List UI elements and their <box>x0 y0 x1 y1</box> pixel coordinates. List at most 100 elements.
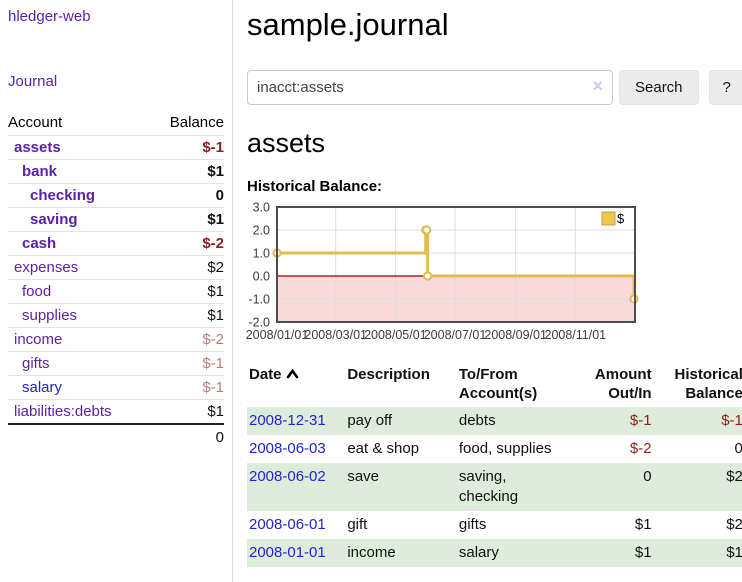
transaction-balance: $-1 <box>721 412 742 429</box>
account-link[interactable]: expenses <box>14 259 79 276</box>
sidebar: hledger-web Journal Account Balance asse… <box>0 0 233 582</box>
historical-balance-chart: -2.0 -1.0 0.0 1.0 2.0 3.0 2008/01/01 2008/03/01… <box>241 201 742 349</box>
account-balance: $1 <box>149 303 224 328</box>
transaction-description: income <box>347 544 396 561</box>
account-link[interactable]: saving <box>30 211 78 228</box>
transaction-amount: $1 <box>634 516 652 533</box>
register-row: 2008-06-02 save saving, checking 0 $2 <box>247 463 742 511</box>
transaction-date-link[interactable]: 2008-06-03 <box>249 440 326 457</box>
account-row: gifts $-1 <box>8 351 224 376</box>
svg-text:-1.0: -1.0 <box>248 293 270 307</box>
account-row: income $-2 <box>8 327 224 352</box>
brand-link[interactable]: hledger-web <box>8 8 91 25</box>
clear-search-icon[interactable]: × <box>592 76 603 96</box>
account-balance: $-2 <box>149 231 224 256</box>
svg-text:2008/01/01: 2008/01/01 <box>246 328 309 342</box>
svg-text:$: $ <box>617 211 625 226</box>
search-input[interactable] <box>247 70 613 105</box>
transaction-balance: 0 <box>734 440 742 457</box>
main-content: sample.journal × Search ? assets Histori… <box>233 0 742 582</box>
account-link[interactable]: liabilities:debts <box>14 403 112 420</box>
accounts-total-row: 0 <box>8 423 224 450</box>
accounts-header-balance: Balance <box>169 114 224 131</box>
account-row: saving $1 <box>8 207 224 232</box>
account-row: expenses $2 <box>8 255 224 280</box>
register-header-description: Description <box>347 366 430 383</box>
register-header-date[interactable]: Date <box>247 363 345 407</box>
account-link[interactable]: salary <box>22 379 63 396</box>
search-box: × <box>247 70 613 105</box>
account-balance: $-1 <box>149 375 224 400</box>
transaction-accounts: debts <box>458 412 496 429</box>
chart-canvas: -2.0 -1.0 0.0 1.0 2.0 3.0 2008/01/012008/03/01… <box>246 201 639 342</box>
account-link[interactable]: cash <box>22 235 57 252</box>
register-row: 2008-12-31 pay off debts $-1 $-1 <box>247 407 742 435</box>
help-button[interactable]: ? <box>708 70 742 105</box>
transaction-date-link[interactable]: 2008-06-01 <box>249 516 326 533</box>
transaction-amount: $-2 <box>629 440 652 457</box>
register-row: 2008-01-01 income salary $1 $1 <box>247 539 742 567</box>
accounts-total-value: 0 <box>149 423 224 450</box>
account-row: liabilities:debts $1 <box>8 399 224 424</box>
transaction-accounts: food, supplies <box>458 440 552 457</box>
svg-text:2008/03/01: 2008/03/01 <box>304 328 367 342</box>
account-link[interactable]: income <box>14 331 63 348</box>
account-link[interactable]: assets <box>14 139 61 156</box>
transaction-balance: $2 <box>726 516 742 533</box>
account-link[interactable]: food <box>22 283 52 300</box>
svg-text:2008/09/01: 2008/09/01 <box>484 328 547 342</box>
account-balance: $-1 <box>149 135 224 160</box>
transaction-description: eat & shop <box>347 440 420 457</box>
svg-text:2008/07/01: 2008/07/01 <box>424 328 487 342</box>
register-header-amount: Amount Out/In <box>594 366 652 402</box>
transaction-balance: $2 <box>726 468 742 485</box>
transaction-date-link[interactable]: 2008-06-02 <box>249 468 326 485</box>
register-header-balance: Historical Balance <box>674 366 742 402</box>
account-balance: 0 <box>149 183 224 208</box>
nav-journal-link[interactable]: Journal <box>8 73 58 90</box>
account-row: cash $-2 <box>8 231 224 256</box>
transaction-accounts: gifts <box>458 516 487 533</box>
transaction-accounts: saving, checking <box>458 468 519 505</box>
account-link[interactable]: supplies <box>22 307 78 324</box>
svg-text:0.0: 0.0 <box>253 270 270 284</box>
transaction-balance: $1 <box>726 544 742 561</box>
account-balance: $1 <box>149 207 224 232</box>
transaction-date-link[interactable]: 2008-01-01 <box>249 544 326 561</box>
transaction-description: gift <box>347 516 368 533</box>
account-row: food $1 <box>8 279 224 304</box>
register-header-row: Date Description To/From Account(s) Amou… <box>247 363 742 407</box>
svg-text:3.0: 3.0 <box>253 201 270 215</box>
account-link[interactable]: bank <box>22 163 58 180</box>
page-title: sample.journal <box>247 7 449 42</box>
transaction-amount: 0 <box>643 468 652 485</box>
svg-text:2008/11/01: 2008/11/01 <box>545 328 607 342</box>
accounts-table: Account Balance assets $-1 bank $1 checking 0… <box>8 111 224 450</box>
account-row: salary $-1 <box>8 375 224 400</box>
transaction-amount: $1 <box>634 544 652 561</box>
register-table: Date Description To/From Account(s) Amou… <box>247 363 742 567</box>
sort-ascending-icon <box>286 368 298 379</box>
account-link[interactable]: checking <box>30 187 96 204</box>
account-balance: $-1 <box>149 351 224 376</box>
transaction-amount: $-1 <box>629 412 652 429</box>
register-header-accounts: To/From Account(s) <box>458 366 538 402</box>
accounts-header-account: Account <box>8 114 63 131</box>
svg-text:-2.0: -2.0 <box>248 316 270 330</box>
account-balance: $1 <box>149 399 224 424</box>
account-link[interactable]: gifts <box>22 355 50 372</box>
account-balance: $1 <box>149 159 224 184</box>
search-button[interactable]: Search <box>619 70 699 105</box>
chart-title: Historical Balance: <box>247 178 383 195</box>
svg-text:2008/05/01: 2008/05/01 <box>364 328 427 342</box>
register-row: 2008-06-03 eat & shop food, supplies $-2 0 <box>247 435 742 463</box>
svg-text:1.0: 1.0 <box>253 247 270 261</box>
register-row: 2008-06-01 gift gifts $1 $2 <box>247 511 742 539</box>
transaction-accounts: salary <box>458 544 499 561</box>
search-form: × Search ? <box>247 70 742 105</box>
account-row: bank $1 <box>8 159 224 184</box>
transaction-date-link[interactable]: 2008-12-31 <box>249 412 326 429</box>
account-balance: $-2 <box>149 327 224 352</box>
transaction-description: pay off <box>347 412 393 429</box>
